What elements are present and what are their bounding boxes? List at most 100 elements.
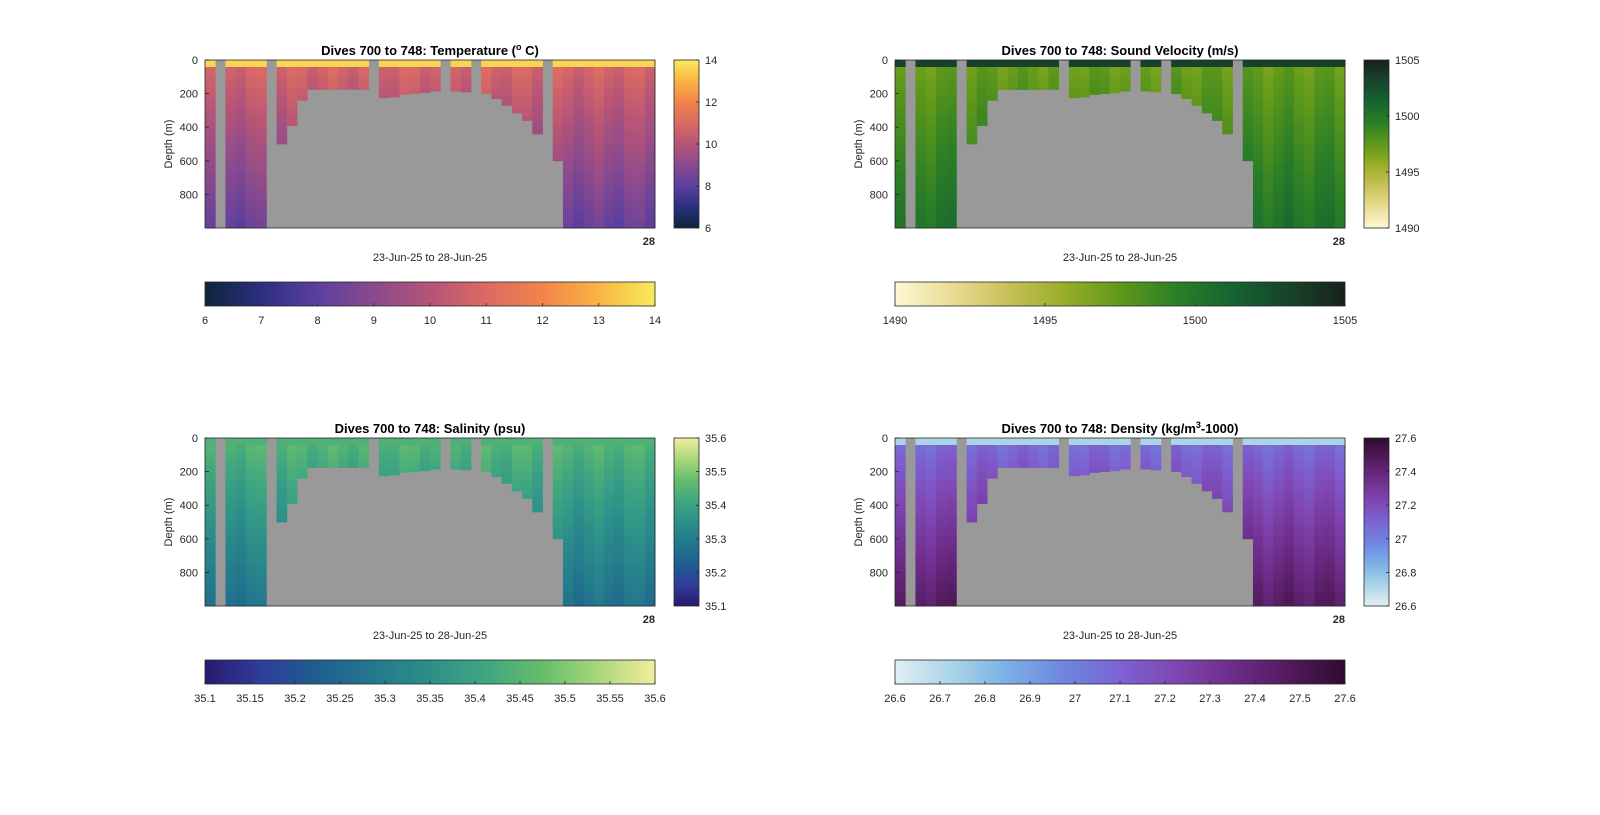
heatmap-cell [915,151,927,159]
heatmap-cell [562,487,574,495]
heatmap-cell [245,116,257,124]
heatmap-cell [1334,88,1346,96]
heatmap-cell [573,74,584,82]
heatmap-cell [552,60,564,68]
heatmap-cell [614,221,625,229]
heatmap-cell [966,116,978,124]
colorbar-tick-label: 26.8 [974,693,995,705]
heatmap-cell [966,88,978,96]
dive-column [419,60,431,94]
heatmap-cell [1324,221,1336,229]
heatmap-cell [399,88,410,95]
heatmap-cell [245,515,257,523]
heatmap-cell [256,585,267,593]
heatmap-cell [491,473,502,478]
heatmap-cell [450,74,462,82]
heatmap-cell [1242,522,1254,530]
heatmap-cell [297,81,308,89]
heatmap-cell [624,529,635,537]
heatmap-cell [1314,459,1325,467]
heatmap-cell [1314,158,1325,166]
heatmap-cell [348,452,359,460]
heatmap-cell [1293,116,1305,124]
heatmap-cell [1293,473,1305,481]
dive-column [614,438,625,607]
heatmap-cell [562,466,574,474]
heatmap-cell [895,179,906,187]
heatmap-cell [593,494,605,502]
dive-column [276,60,288,145]
y-axis-label: Depth (m) [853,120,865,169]
heatmap-cell [593,452,605,460]
heatmap-cell [603,193,615,201]
heatmap-cell [1242,445,1254,453]
heatmap-cell [1314,452,1325,460]
colorbar-tick-label: 27.1 [1109,693,1130,705]
heatmap-cell [946,452,957,460]
heatmap-cell [245,550,257,558]
heatmap-cell [256,508,267,516]
heatmap-cell [1283,599,1295,607]
heatmap-cell [1181,74,1192,82]
heatmap-cell [245,585,257,593]
heatmap-cell [976,494,988,502]
heatmap-cell [235,466,247,474]
heatmap-cell [1263,109,1274,117]
heatmap-cell [532,74,543,82]
heatmap-cell [409,466,421,472]
heatmap-cell [481,81,492,89]
heatmap-cell [1007,67,1019,75]
heatmap-cell [552,109,564,117]
heatmap-cell [552,137,564,145]
dive-column [552,438,564,540]
y-tick-label: 800 [870,567,888,579]
heatmap-cell [1293,81,1305,89]
heatmap-cell [1304,550,1315,558]
heatmap-cell [987,445,998,453]
heatmap-cell [1283,116,1295,124]
dive-column [1068,60,1080,99]
heatmap-cell [235,137,247,145]
heatmap-cell [935,137,947,145]
heatmap-cell [1314,508,1325,516]
heatmap-cell [286,67,298,75]
heatmap-cell [946,480,957,488]
heatmap-cell [624,179,635,187]
heatmap-cell [624,536,635,544]
heatmap-cell [644,585,656,593]
heatmap-cell [925,522,937,530]
colorbar-tick-label: 35.15 [236,693,264,705]
heatmap-cell [976,60,988,68]
heatmap-cell [235,214,247,222]
heatmap-cell [634,74,646,82]
heatmap-cell [256,487,267,495]
heatmap-cell [286,123,298,126]
heatmap-cell [614,186,625,194]
heatmap-cell [603,529,615,537]
heatmap-cell [327,74,339,82]
heatmap-cell [205,158,216,166]
heatmap-cell [1293,578,1305,586]
heatmap-cell [1150,67,1162,75]
heatmap-cell [1324,438,1336,446]
heatmap-cell [389,459,400,467]
heatmap-cell [286,501,298,504]
dive-column [946,438,957,607]
heatmap-cell [327,466,339,468]
heatmap-cell [915,130,927,138]
heatmap-cell [583,221,595,229]
heatmap-cell [378,88,390,96]
heatmap-cell [1212,487,1223,495]
heatmap-cell [225,179,237,187]
heatmap-cell [225,571,237,579]
heatmap-cell [946,123,957,131]
heatmap-cell [644,151,656,159]
heatmap-cell [286,88,298,96]
heatmap-cell [419,452,431,460]
heatmap-cell [644,550,656,558]
heatmap-cell [532,459,543,467]
heatmap-cell [1201,459,1213,467]
heatmap-cell [1293,466,1305,474]
heatmap-cell [205,480,216,488]
heatmap-cell [593,480,605,488]
